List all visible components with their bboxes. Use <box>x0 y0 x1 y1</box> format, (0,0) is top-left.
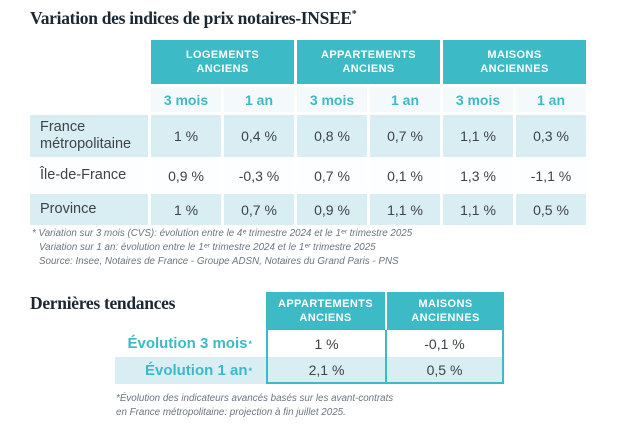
table-cell: 0,9 % <box>151 160 221 191</box>
table-cell: -0,1 % <box>385 330 504 357</box>
period-header: 1 an <box>516 87 586 112</box>
period-header: 3 mois <box>443 87 513 112</box>
column-header-maisons-anciennes: MAISONS ANCIENNES <box>385 292 504 330</box>
label-asterisk: * <box>248 365 252 376</box>
table-cell: 0,3 % <box>516 115 586 157</box>
footnote-line: en France métropolitaine: projection à f… <box>116 407 346 418</box>
section2-footnotes: *Évolution des indicateurs avancés basés… <box>116 392 393 420</box>
section2-title: Dernières tendances <box>30 293 176 313</box>
table-cell: 1 % <box>151 115 221 157</box>
table-cell: 1 % <box>151 194 221 225</box>
corner-cell <box>30 87 148 112</box>
section1-title-text: Variation des indices de prix notaires-I… <box>30 8 352 28</box>
table-cell: 0,8 % <box>297 115 367 157</box>
group-header-appartements-anciens: APPARTEMENTS ANCIENS <box>297 40 440 84</box>
period-header: 3 mois <box>151 87 221 112</box>
footnote-line: Source: Insee, Notaires de France - Grou… <box>39 256 399 267</box>
group-header-logements-anciens: LOGEMENTS ANCIENS <box>151 40 294 84</box>
row-label-province: Province <box>30 194 148 225</box>
table-cell: -0,3 % <box>224 160 294 191</box>
label-asterisk: * <box>248 338 252 349</box>
dernieres-tendances-table: APPARTEMENTS ANCIENS MAISONS ANCIENNES É… <box>115 292 504 384</box>
table-cell: 0,9 % <box>297 194 367 225</box>
table-cell: 1,1 % <box>443 194 513 225</box>
section1-footnotes: * Variation sur 3 mois (CVS): évolution … <box>32 227 412 269</box>
row-label-evolution-3-mois: Évolution 3 mois * <box>127 335 252 352</box>
table-cell: -1,1 % <box>516 160 586 191</box>
table-cell: 0,5 % <box>385 357 504 384</box>
corner-cell <box>30 40 148 84</box>
table-cell: 0,7 % <box>224 194 294 225</box>
table-cell: 0,4 % <box>224 115 294 157</box>
group-header-maisons-anciennes: MAISONS ANCIENNES <box>443 40 586 84</box>
row-label-evolution-1-an: Évolution 1 an * <box>115 357 266 384</box>
row-label-ile-de-france: Île-de-France <box>30 160 148 191</box>
period-header: 3 mois <box>297 87 367 112</box>
footnote-line: * Variation sur 3 mois (CVS): évolution … <box>32 228 413 239</box>
row-label-france-metropolitaine: France métropolitaine <box>30 115 148 157</box>
table-cell: 1,3 % <box>443 160 513 191</box>
section1-title: Variation des indices de prix notaires-I… <box>30 8 357 29</box>
footnote-line: *Évolution des indicateurs avancés basés… <box>116 393 394 404</box>
column-header-appartements-anciens: APPARTEMENTS ANCIENS <box>266 292 385 330</box>
table-cell: 1 % <box>266 330 385 357</box>
table-cell: 1,1 % <box>443 115 513 157</box>
corner-cell <box>115 292 266 330</box>
table-cell: 0,7 % <box>370 115 440 157</box>
period-header: 1 an <box>370 87 440 112</box>
table-cell: 0,5 % <box>516 194 586 225</box>
table-cell: 0,7 % <box>297 160 367 191</box>
section1-title-asterisk: * <box>351 9 357 21</box>
table-cell: 0,1 % <box>370 160 440 191</box>
footnote-line: Variation sur 1 an: évolution entre le 1… <box>39 242 376 253</box>
table-cell: 2,1 % <box>266 357 385 384</box>
period-header: 1 an <box>224 87 294 112</box>
price-index-table: LOGEMENTS ANCIENS APPARTEMENTS ANCIENS M… <box>30 40 586 225</box>
table-cell: 1,1 % <box>370 194 440 225</box>
